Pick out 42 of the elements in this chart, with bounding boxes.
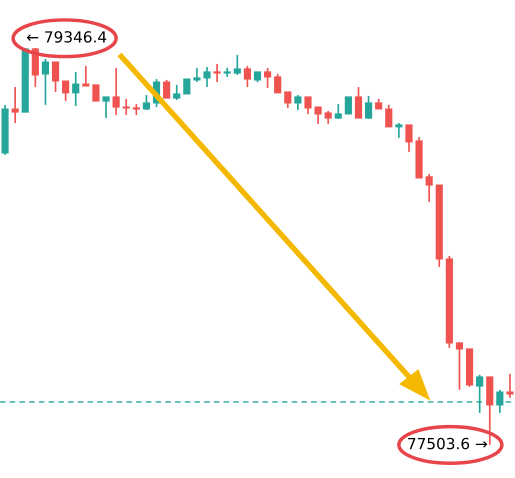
candlestick <box>426 173 433 203</box>
candlestick <box>193 67 200 83</box>
candlestick <box>163 79 170 99</box>
candlestick <box>456 341 464 391</box>
candlestick <box>354 86 362 119</box>
candlestick <box>183 78 190 94</box>
candlestick <box>214 63 221 83</box>
candlestick <box>132 103 140 116</box>
candlestick <box>375 98 382 110</box>
candlestick <box>284 91 292 109</box>
candlestick <box>314 106 322 125</box>
candlestick <box>506 373 514 399</box>
candlestick <box>364 95 372 120</box>
candlestick <box>203 66 211 88</box>
candlestick <box>294 94 302 111</box>
candlestick <box>244 65 251 88</box>
candlestick <box>234 54 241 76</box>
candlestick <box>122 98 130 116</box>
candlestick <box>334 103 342 120</box>
annotation: ← 79346.4 <box>27 31 106 43</box>
candlestick <box>344 96 352 115</box>
candlestick <box>42 58 50 106</box>
candlestick <box>224 67 231 78</box>
candlestick <box>264 67 272 89</box>
candlestick <box>254 71 262 83</box>
candlestick <box>12 86 19 124</box>
candlestick <box>385 104 392 128</box>
candlestick <box>62 80 70 102</box>
candlestick <box>82 65 90 87</box>
candlestick <box>304 96 312 115</box>
candlestick <box>102 96 110 119</box>
candlestick <box>173 84 180 101</box>
candlestick <box>92 84 100 102</box>
annotation: 77503.6 → <box>408 438 487 450</box>
candlestick <box>395 122 402 139</box>
candlestick <box>142 94 150 111</box>
candlestick <box>274 73 282 94</box>
candlestick <box>112 67 120 116</box>
candlestick <box>405 124 413 153</box>
candlestick <box>72 71 80 107</box>
candlestick <box>324 110 332 125</box>
candlestick <box>52 61 60 93</box>
